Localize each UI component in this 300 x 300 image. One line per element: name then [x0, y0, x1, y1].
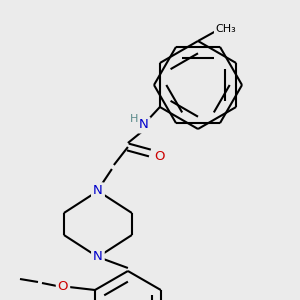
Text: N: N — [139, 118, 149, 131]
Text: O: O — [58, 280, 68, 292]
Text: N: N — [93, 250, 103, 263]
Text: N: N — [93, 184, 103, 197]
Text: CH₃: CH₃ — [216, 24, 236, 34]
Text: N: N — [93, 184, 103, 197]
Text: O: O — [154, 151, 165, 164]
Text: H: H — [130, 114, 138, 124]
